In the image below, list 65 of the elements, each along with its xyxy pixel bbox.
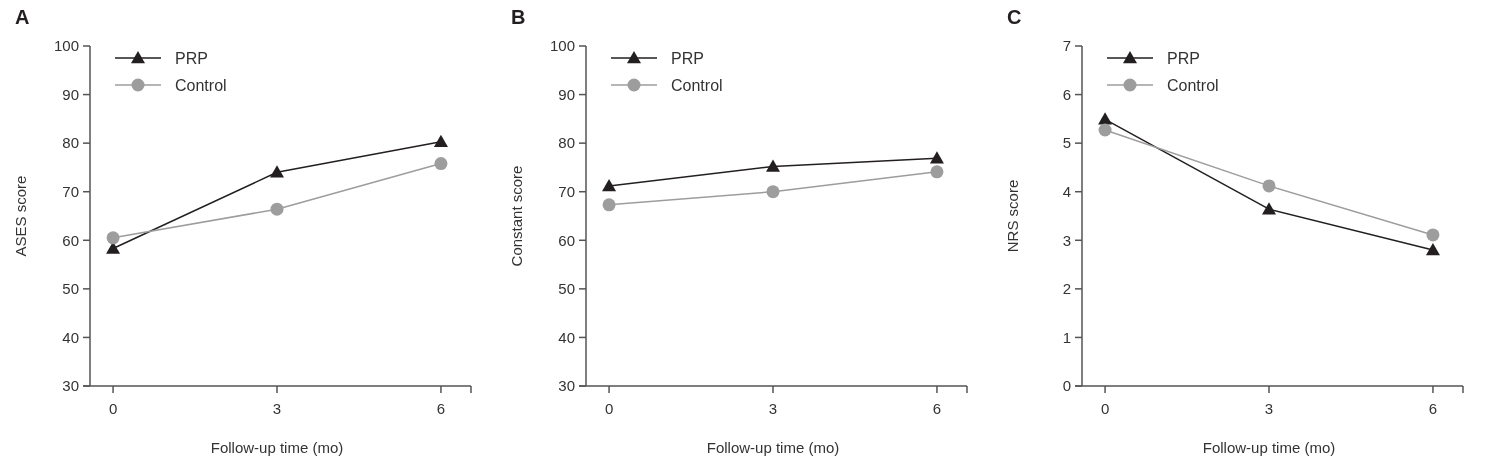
y-tick-label: 100: [53, 37, 79, 55]
x-tick-label: 0: [108, 400, 118, 417]
x-axis-title: Follow-up time (mo): [706, 439, 840, 456]
point: [270, 165, 284, 178]
y-tick-label: 4: [1062, 182, 1071, 200]
x-axis-title: Follow-up time (mo): [1202, 439, 1336, 456]
y-axis-title: Constant score: [508, 165, 525, 267]
chart-title: A: [15, 6, 30, 28]
point: [1426, 228, 1440, 242]
y-tick-label: 30: [62, 377, 79, 395]
legend-label: PRP: [671, 49, 704, 67]
point: [1262, 179, 1276, 193]
x-tick-label: 6: [436, 400, 446, 417]
point: [1262, 202, 1276, 215]
chart-title: B: [511, 6, 526, 28]
legend-label: PRP: [1167, 49, 1200, 67]
y-tick-label: 5: [1062, 134, 1071, 152]
legend-label: PRP: [175, 49, 208, 67]
y-axis-title: ASES score: [12, 175, 29, 257]
point: [1098, 112, 1113, 125]
point: [930, 165, 944, 179]
y-tick-label: 60: [558, 231, 575, 249]
x-tick-label: 3: [1264, 400, 1274, 417]
y-tick-label: 40: [62, 328, 79, 346]
y-tick-label: 3: [1062, 231, 1071, 249]
x-tick-label: 3: [272, 400, 282, 417]
legend-label: Control: [671, 76, 723, 94]
x-tick-label: 0: [604, 400, 614, 417]
y-tick-label: 50: [558, 280, 575, 298]
x-tick-label: 0: [1100, 400, 1110, 417]
point: [929, 151, 944, 164]
chart-title: C: [1007, 6, 1022, 28]
y-tick-label: 1: [1062, 328, 1071, 346]
y-tick-label: 30: [558, 377, 575, 395]
y-tick-label: 6: [1062, 85, 1071, 103]
y-tick-label: 2: [1062, 280, 1071, 298]
y-tick-label: 0: [1062, 377, 1071, 395]
y-tick-label: 50: [62, 280, 79, 298]
point: [1425, 243, 1440, 256]
point: [433, 134, 448, 147]
y-tick-label: 90: [62, 85, 79, 103]
x-tick-label: 3: [768, 400, 778, 417]
point: [434, 157, 448, 171]
y-tick-label: 90: [558, 85, 575, 103]
y-tick-label: 70: [62, 182, 79, 200]
point: [1098, 123, 1112, 137]
point: [766, 159, 780, 172]
point: [270, 202, 284, 216]
x-tick-label: 6: [932, 400, 942, 417]
point: [106, 231, 120, 245]
y-tick-label: 80: [62, 134, 79, 152]
x-tick-label: 6: [1428, 400, 1438, 417]
y-tick-label: 70: [558, 182, 575, 200]
point: [766, 185, 780, 199]
y-tick-label: 80: [558, 134, 575, 152]
y-tick-label: 7: [1062, 37, 1071, 55]
y-tick-label: 40: [558, 328, 575, 346]
legend-label: Control: [175, 76, 227, 94]
y-tick-label: 60: [62, 231, 79, 249]
y-axis-title: NRS score: [1004, 179, 1021, 253]
legend-label: Control: [1167, 76, 1219, 94]
x-axis-title: Follow-up time (mo): [210, 439, 344, 456]
point: [602, 178, 617, 192]
point: [602, 198, 616, 212]
y-tick-label: 100: [549, 37, 575, 55]
